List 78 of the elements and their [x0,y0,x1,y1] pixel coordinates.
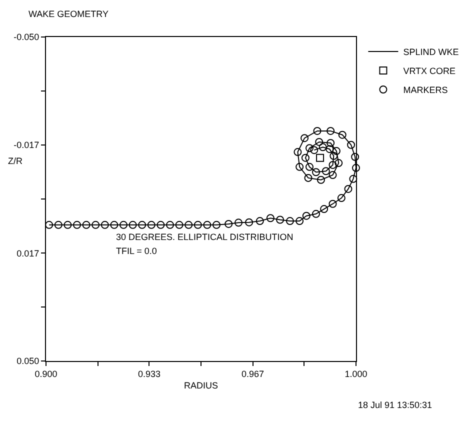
point [312,210,320,218]
point [326,138,335,147]
y-tick-label: 0.050 [16,356,40,366]
point [315,138,324,146]
point [294,148,302,156]
point [128,220,137,229]
point [304,174,312,182]
point [338,130,346,139]
legend-label: VRTX CORE [403,66,456,76]
annotation: TFIL = 0.0 [116,246,157,256]
point [351,152,360,161]
point [276,216,284,224]
point [306,144,314,152]
x-tick-label: 0.967 [242,368,264,379]
annotation: 30 DEGREES. ELLIPTICAL DISTRIBUTION [116,232,294,242]
point [334,159,343,168]
point [64,220,72,229]
point [316,176,325,184]
point [156,220,165,229]
point [234,218,243,227]
point [110,220,118,229]
point [301,154,310,162]
point [352,164,360,172]
point [328,171,337,180]
point [330,152,338,160]
point [326,145,334,154]
y-tick-label: -0.050 [14,32,40,42]
point [328,160,337,169]
point [212,220,220,229]
point [54,220,62,229]
point [296,217,304,226]
y-axis-title: Z/R [8,156,23,166]
point [147,220,156,229]
point [120,220,128,229]
point [302,212,310,220]
point [332,147,340,156]
x-tick-label: 0.900 [34,368,58,379]
legend-label: SPLIND WKE [403,47,459,58]
point [337,194,346,202]
text: 18 Jul 91 13:50:31 [358,400,432,410]
chart-title: WAKE GEOMETRY [28,8,109,19]
point [73,220,81,229]
y-tick-label: -0.017 [14,140,40,150]
point [347,140,356,149]
legend-label: MARKERS [403,85,448,96]
point [82,220,90,229]
point [224,220,233,228]
point [245,218,254,226]
point [266,214,274,222]
y-tick-label: 0.017 [16,248,40,258]
point [45,220,54,229]
point [194,220,202,229]
point [349,174,358,183]
x-tick-label: 1.000 [344,368,368,379]
point [296,162,304,171]
point [166,220,174,229]
x-tick-label: 0.933 [138,368,160,379]
point [306,162,314,171]
point [138,220,146,229]
point [310,146,318,154]
point [322,167,330,176]
point [300,134,309,142]
point [312,168,320,176]
point [175,220,184,229]
point [184,220,193,229]
point [286,217,294,226]
x-axis-title: RADIUS [184,380,218,391]
point [344,184,352,193]
point [326,126,335,135]
point [313,126,322,135]
point [203,220,212,229]
point [328,200,337,208]
point [316,154,324,162]
point [256,217,264,226]
point [100,220,109,229]
point [320,205,328,214]
point [92,220,100,229]
point [318,143,327,152]
